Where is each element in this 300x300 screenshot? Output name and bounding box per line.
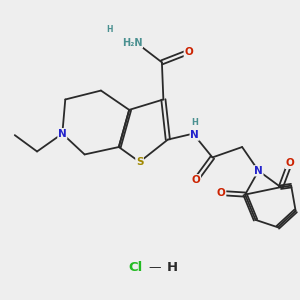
Text: O: O: [285, 158, 294, 168]
Text: O: O: [217, 188, 226, 198]
Text: —: —: [148, 261, 161, 274]
Text: O: O: [184, 47, 193, 57]
Text: H: H: [191, 118, 198, 127]
Text: Cl: Cl: [128, 261, 142, 274]
Text: H: H: [167, 261, 178, 274]
Text: O: O: [192, 175, 200, 185]
Text: N: N: [58, 129, 67, 139]
Text: H: H: [106, 25, 113, 34]
Text: S: S: [136, 157, 143, 167]
Text: N: N: [190, 130, 199, 140]
Text: N: N: [254, 166, 263, 176]
Text: H₂N: H₂N: [122, 38, 142, 48]
